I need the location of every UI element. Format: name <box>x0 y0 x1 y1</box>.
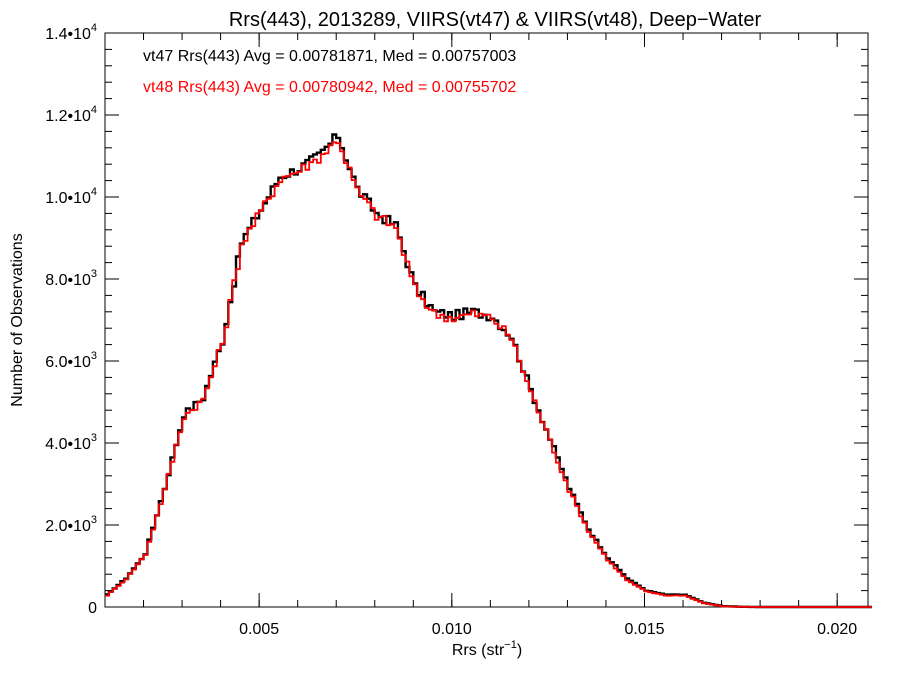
y-tick-label: 2.0•103 <box>45 514 97 535</box>
y-tick-label-mantissa: 1.0•10 <box>45 190 91 207</box>
x-tick-label: 0.010 <box>432 621 472 638</box>
y-tick-label-exponent: 3 <box>91 350 97 362</box>
series-line-vt47 <box>105 133 872 609</box>
chart-title: Rrs(443), 2013289, VIIRS(vt47) & VIIRS(v… <box>229 9 762 31</box>
series-line-vt48 <box>105 141 872 608</box>
y-tick-label: 1.4•104 <box>45 22 97 43</box>
y-tick-label-mantissa: 2.0•10 <box>45 518 91 535</box>
y-tick-label-mantissa: 1.4•10 <box>45 26 91 43</box>
y-tick-label-mantissa: 0 <box>88 600 97 617</box>
series-layer <box>105 133 872 609</box>
y-tick-label: 4.0•103 <box>45 432 97 453</box>
x-tick-label: 0.020 <box>817 621 857 638</box>
y-tick-label-mantissa: 6.0•10 <box>45 354 91 371</box>
y-tick-label-exponent: 3 <box>91 432 97 444</box>
plot-border <box>104 32 869 608</box>
annotation-vt48: vt48 Rrs(443) Avg = 0.00780942, Med = 0.… <box>143 79 516 96</box>
x-tick-label: 0.015 <box>624 621 664 638</box>
y-tick-label-mantissa: 4.0•10 <box>45 436 91 453</box>
y-tick-label-exponent: 4 <box>91 186 97 198</box>
x-axis-title-main: Rrs (str <box>452 642 505 659</box>
y-tick-label-exponent: 3 <box>91 268 97 280</box>
x-axis-title-exponent: −1 <box>504 639 517 651</box>
y-tick-label-exponent: 3 <box>91 514 97 526</box>
x-tick-label: 0.005 <box>239 621 279 638</box>
x-axis-title-suffix: ) <box>517 642 522 659</box>
y-tick-label-mantissa: 1.2•10 <box>45 108 91 125</box>
y-tick-label-exponent: 4 <box>91 22 97 34</box>
y-tick-label: 8.0•103 <box>45 268 97 289</box>
y-tick-label-exponent: 4 <box>91 104 97 116</box>
plot-frame <box>104 32 869 608</box>
y-tick-label: 0 <box>88 600 97 617</box>
x-axis-title: Rrs (str−1) <box>452 639 522 659</box>
axis-tick-labels: 0.005 0.010 0.015 0.02002.0•1034.0•1036.0•1… <box>45 22 857 638</box>
annotation-vt47: vt47 Rrs(443) Avg = 0.00781871, Med = 0.… <box>143 48 516 65</box>
axis-ticks <box>104 32 868 608</box>
y-tick-label: 1.2•104 <box>45 104 97 125</box>
y-tick-label: 1.0•104 <box>45 186 97 207</box>
y-tick-label-mantissa: 8.0•10 <box>45 272 91 289</box>
y-axis-title: Number of Observations <box>9 233 26 406</box>
y-tick-label: 6.0•103 <box>45 350 97 371</box>
